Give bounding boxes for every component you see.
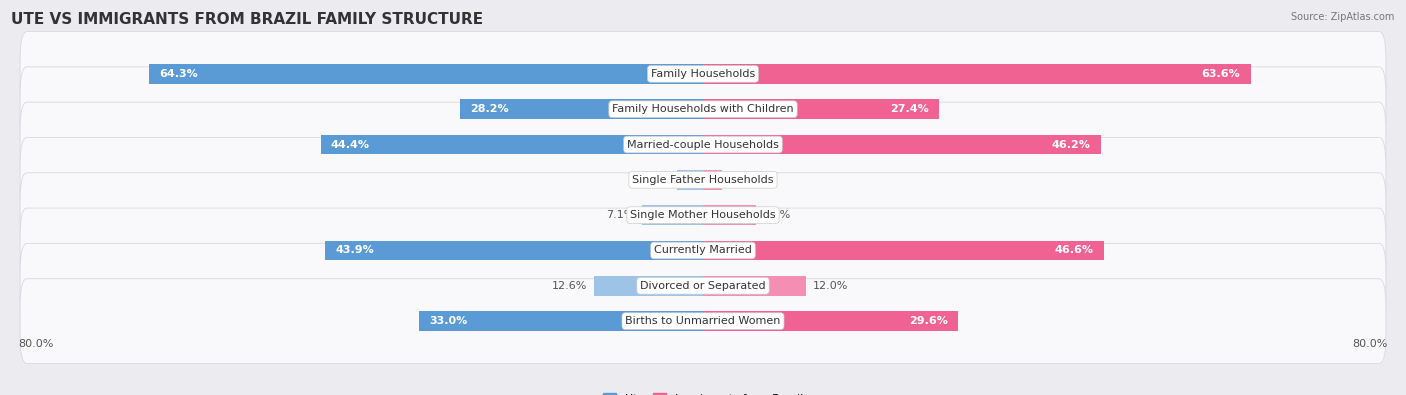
FancyBboxPatch shape [20, 208, 1386, 293]
Text: Single Mother Households: Single Mother Households [630, 210, 776, 220]
Bar [419, 311, 703, 331]
Text: 46.2%: 46.2% [1052, 139, 1091, 150]
FancyBboxPatch shape [20, 67, 1386, 152]
Bar [703, 205, 755, 225]
Text: Family Households with Children: Family Households with Children [612, 104, 794, 114]
FancyBboxPatch shape [20, 137, 1386, 222]
Text: UTE VS IMMIGRANTS FROM BRAZIL FAMILY STRUCTURE: UTE VS IMMIGRANTS FROM BRAZIL FAMILY STR… [11, 12, 484, 27]
Text: Family Households: Family Households [651, 69, 755, 79]
Text: 12.0%: 12.0% [813, 281, 849, 291]
Text: 29.6%: 29.6% [908, 316, 948, 326]
Bar [149, 64, 703, 84]
Text: Single Father Households: Single Father Households [633, 175, 773, 185]
Bar [595, 276, 703, 296]
Text: 43.9%: 43.9% [335, 245, 374, 256]
Bar [703, 135, 1101, 154]
Bar [703, 311, 957, 331]
FancyBboxPatch shape [20, 173, 1386, 258]
Text: 46.6%: 46.6% [1054, 245, 1094, 256]
Text: 3.0%: 3.0% [643, 175, 671, 185]
Text: Currently Married: Currently Married [654, 245, 752, 256]
Text: 2.2%: 2.2% [728, 175, 758, 185]
Bar [325, 241, 703, 260]
Text: 7.1%: 7.1% [606, 210, 636, 220]
FancyBboxPatch shape [20, 102, 1386, 187]
Text: 63.6%: 63.6% [1202, 69, 1240, 79]
Bar [703, 99, 939, 119]
Text: 6.1%: 6.1% [762, 210, 790, 220]
Text: 44.4%: 44.4% [330, 139, 370, 150]
Text: Births to Unmarried Women: Births to Unmarried Women [626, 316, 780, 326]
Text: 28.2%: 28.2% [471, 104, 509, 114]
FancyBboxPatch shape [20, 32, 1386, 116]
Bar [703, 241, 1104, 260]
Text: 12.6%: 12.6% [553, 281, 588, 291]
Text: Source: ZipAtlas.com: Source: ZipAtlas.com [1291, 12, 1395, 22]
Text: 80.0%: 80.0% [18, 339, 53, 349]
Text: 27.4%: 27.4% [890, 104, 928, 114]
Bar [703, 64, 1251, 84]
FancyBboxPatch shape [20, 243, 1386, 328]
FancyBboxPatch shape [20, 279, 1386, 363]
Text: 80.0%: 80.0% [1353, 339, 1388, 349]
Bar [460, 99, 703, 119]
Legend: Ute, Immigrants from Brazil: Ute, Immigrants from Brazil [598, 389, 808, 395]
Bar [678, 170, 703, 190]
Text: 33.0%: 33.0% [429, 316, 467, 326]
Text: Married-couple Households: Married-couple Households [627, 139, 779, 150]
Bar [643, 205, 703, 225]
Text: 64.3%: 64.3% [160, 69, 198, 79]
Text: Divorced or Separated: Divorced or Separated [640, 281, 766, 291]
Bar [703, 276, 807, 296]
Bar [703, 170, 721, 190]
Bar [321, 135, 703, 154]
